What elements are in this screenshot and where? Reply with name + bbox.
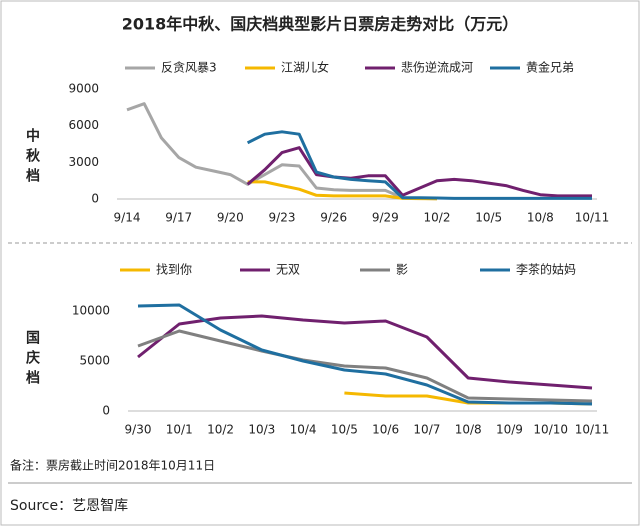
legend-label: 李茶的姑妈: [516, 262, 576, 277]
legend-label: 反贪风暴3: [161, 60, 217, 75]
y-tick-label: 6000: [68, 118, 99, 132]
y-tick-label: 0: [91, 192, 99, 206]
y-tick-label: 10000: [72, 304, 110, 318]
x-tick-label: 10/5: [331, 423, 358, 437]
x-tick-label: 10/11: [575, 423, 610, 437]
y-tick-label: 5000: [79, 354, 110, 368]
note: 备注：票房截止时间2018年10月11日: [10, 458, 215, 473]
side-label: 国庆档: [24, 330, 40, 390]
legend-label: 江湖儿女: [281, 60, 329, 75]
series-line: [137, 314, 593, 390]
series-line: [126, 102, 438, 201]
x-tick-label: 10/5: [475, 211, 502, 225]
legend-label: 找到你: [156, 263, 192, 277]
x-tick-label: 10/8: [455, 423, 482, 437]
x-tick-label: 9/20: [217, 211, 244, 225]
x-tick-label: 10/4: [290, 423, 317, 437]
x-tick-label: 10/9: [496, 423, 523, 437]
x-tick-label: 10/3: [248, 423, 275, 437]
series-line: [246, 130, 592, 200]
y-tick-label: 0: [102, 404, 110, 418]
legend-label: 悲伤逆流成河: [401, 60, 473, 75]
x-tick-label: 10/11: [575, 211, 610, 225]
x-tick-label: 10/1: [166, 423, 193, 437]
x-tick-label: 9/17: [165, 211, 192, 225]
side-label: 中秋档: [24, 127, 40, 188]
x-tick-label: 9/14: [114, 211, 141, 225]
x-tick-label: 10/6: [372, 423, 399, 437]
series-line: [137, 329, 593, 403]
x-tick-label: 9/30: [125, 423, 152, 437]
x-tick-label: 10/2: [207, 423, 234, 437]
x-tick-label: 9/23: [269, 211, 296, 225]
x-tick-label: 9/26: [320, 211, 347, 225]
legend-label: 黄金兄弟: [526, 60, 574, 75]
chart-title: 2018年中秋、国庆档典型影片日票房走势对比（万元）: [122, 15, 519, 34]
x-tick-label: 10/7: [413, 423, 440, 437]
legend-label: 影: [396, 263, 408, 277]
x-tick-label: 10/2: [424, 211, 451, 225]
source: Source：艺恩智库: [10, 498, 128, 514]
y-tick-label: 3000: [68, 155, 99, 169]
legend-label: 无双: [276, 263, 300, 277]
x-tick-label: 9/29: [372, 211, 399, 225]
series-line: [246, 146, 592, 198]
series-line: [137, 303, 593, 406]
x-tick-label: 10/10: [533, 423, 568, 437]
y-tick-label: 9000: [68, 82, 99, 96]
x-tick-label: 10/8: [527, 211, 554, 225]
